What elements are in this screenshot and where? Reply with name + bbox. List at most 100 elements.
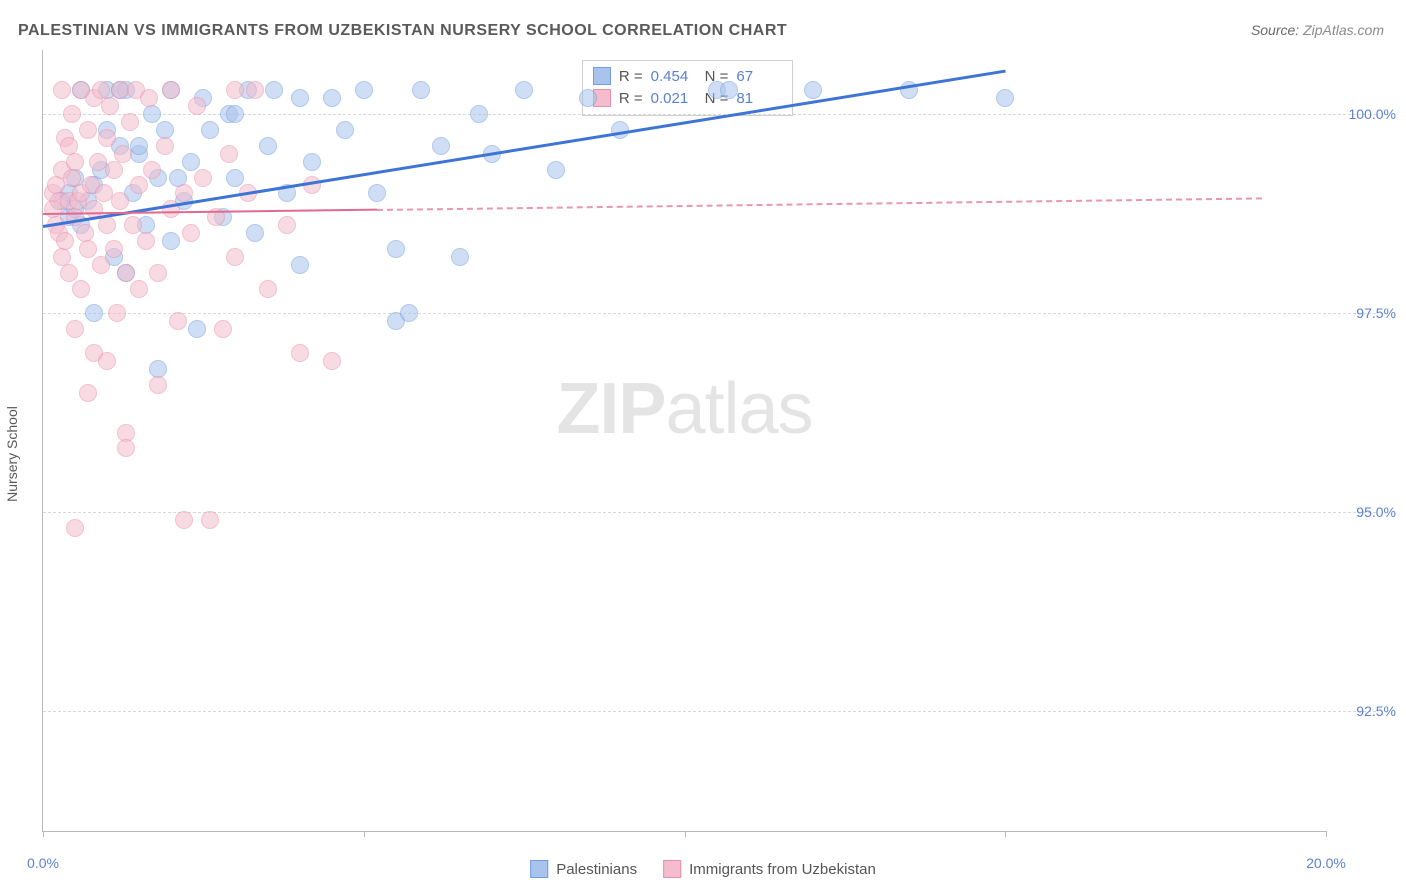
point-uzbekistan: [79, 384, 97, 402]
point-uzbekistan: [169, 312, 187, 330]
point-uzbekistan: [323, 352, 341, 370]
y-tick-label: 92.5%: [1336, 703, 1396, 719]
point-uzbekistan: [117, 264, 135, 282]
point-palestinians: [368, 184, 386, 202]
legend-item: Palestinians: [530, 860, 637, 878]
point-uzbekistan: [194, 169, 212, 187]
x-tick-mark: [43, 831, 44, 837]
point-palestinians: [291, 256, 309, 274]
y-tick-label: 100.0%: [1336, 106, 1396, 122]
point-uzbekistan: [130, 176, 148, 194]
point-uzbekistan: [60, 264, 78, 282]
point-uzbekistan: [220, 145, 238, 163]
source-label: Source:: [1251, 22, 1299, 38]
point-uzbekistan: [140, 89, 158, 107]
point-palestinians: [323, 89, 341, 107]
source-credit: Source: ZipAtlas.com: [1251, 22, 1384, 38]
point-uzbekistan: [66, 519, 84, 537]
point-uzbekistan: [175, 184, 193, 202]
point-uzbekistan: [259, 280, 277, 298]
point-palestinians: [85, 304, 103, 322]
stats-row: R =0.021N =81: [593, 87, 783, 109]
point-palestinians: [143, 105, 161, 123]
legend-item: Immigrants from Uzbekistan: [663, 860, 876, 878]
stat-n-value: 67: [736, 68, 782, 85]
legend-swatch: [663, 860, 681, 878]
source-value: ZipAtlas.com: [1303, 22, 1384, 38]
y-tick-label: 97.5%: [1336, 305, 1396, 321]
point-uzbekistan: [92, 256, 110, 274]
point-palestinians: [579, 89, 597, 107]
point-uzbekistan: [137, 232, 155, 250]
point-uzbekistan: [98, 352, 116, 370]
gridline: [43, 711, 1376, 712]
stat-r-label: R =: [619, 68, 643, 85]
point-uzbekistan: [214, 320, 232, 338]
point-uzbekistan: [72, 280, 90, 298]
point-uzbekistan: [130, 280, 148, 298]
point-palestinians: [303, 153, 321, 171]
point-palestinians: [720, 81, 738, 99]
legend-swatch: [530, 860, 548, 878]
point-palestinians: [432, 137, 450, 155]
legend-swatch: [593, 67, 611, 85]
point-palestinians: [412, 81, 430, 99]
x-tick-mark: [364, 831, 365, 837]
point-palestinians: [355, 81, 373, 99]
x-tick-label: 0.0%: [27, 855, 59, 871]
point-uzbekistan: [98, 129, 116, 147]
stat-r-label: R =: [619, 90, 643, 107]
point-uzbekistan: [124, 216, 142, 234]
point-uzbekistan: [143, 161, 161, 179]
x-tick-label: 20.0%: [1306, 855, 1346, 871]
point-uzbekistan: [149, 376, 167, 394]
point-uzbekistan: [79, 121, 97, 139]
point-uzbekistan: [105, 161, 123, 179]
trend-line-dashed: [377, 197, 1262, 211]
point-uzbekistan: [117, 439, 135, 457]
point-palestinians: [162, 232, 180, 250]
point-uzbekistan: [226, 81, 244, 99]
stats-row: R =0.454N =67: [593, 65, 783, 87]
legend-label: Immigrants from Uzbekistan: [689, 861, 876, 878]
point-palestinians: [804, 81, 822, 99]
point-uzbekistan: [246, 81, 264, 99]
point-uzbekistan: [63, 105, 81, 123]
y-tick-label: 95.0%: [1336, 504, 1396, 520]
point-uzbekistan: [278, 216, 296, 234]
watermark-bold: ZIP: [556, 369, 665, 449]
point-uzbekistan: [188, 97, 206, 115]
point-uzbekistan: [175, 511, 193, 529]
point-uzbekistan: [108, 304, 126, 322]
point-palestinians: [336, 121, 354, 139]
x-tick-mark: [685, 831, 686, 837]
x-tick-mark: [1326, 831, 1327, 837]
watermark: ZIPatlas: [556, 368, 812, 450]
point-palestinians: [387, 240, 405, 258]
point-palestinians: [130, 137, 148, 155]
point-uzbekistan: [156, 137, 174, 155]
point-uzbekistan: [79, 240, 97, 258]
gridline: [43, 313, 1376, 314]
point-uzbekistan: [201, 511, 219, 529]
point-palestinians: [470, 105, 488, 123]
point-palestinians: [201, 121, 219, 139]
point-uzbekistan: [226, 248, 244, 266]
legend: Palestinians Immigrants from Uzbekistan: [530, 860, 876, 878]
point-uzbekistan: [111, 192, 129, 210]
scatter-chart: ZIPatlas R =0.454N =67R =0.021N =81 92.5…: [42, 50, 1326, 832]
point-palestinians: [226, 105, 244, 123]
correlation-stats-box: R =0.454N =67R =0.021N =81: [582, 60, 794, 116]
point-uzbekistan: [162, 81, 180, 99]
point-uzbekistan: [53, 81, 71, 99]
point-uzbekistan: [182, 224, 200, 242]
chart-title: PALESTINIAN VS IMMIGRANTS FROM UZBEKISTA…: [18, 22, 787, 40]
point-uzbekistan: [291, 344, 309, 362]
point-palestinians: [226, 169, 244, 187]
point-palestinians: [451, 248, 469, 266]
point-palestinians: [515, 81, 533, 99]
stat-n-value: 81: [736, 90, 782, 107]
x-tick-mark: [1005, 831, 1006, 837]
point-palestinians: [547, 161, 565, 179]
point-palestinians: [259, 137, 277, 155]
